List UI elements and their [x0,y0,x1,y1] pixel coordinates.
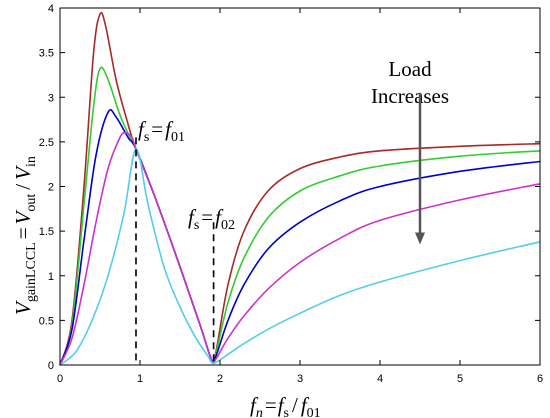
y-tick-label: 1 [48,271,54,283]
annotation-fs-f01: fs=f01 [138,117,185,145]
x-tick-label: 5 [457,373,463,385]
y-tick-label: 3 [48,92,54,104]
arrow-head [415,232,425,245]
x-tick-label: 6 [537,373,543,385]
x-axis-label: fn=fs / f01 [250,393,321,418]
series-line-1 [59,11,541,366]
axis-ticks: 0 1 2 3 4 5 6 0 0.5 1 1.5 2 2.5 3 3.5 4 [39,3,543,385]
series-line-3 [59,109,541,366]
y-tick-label: 0 [48,360,54,372]
x-tick-label: 3 [297,373,303,385]
load-label-line1: Load [388,57,432,81]
series-line-2 [59,66,541,366]
annotation-fs-f02: fs=f02 [188,205,235,233]
reference-lines [135,137,215,365]
series-line-5 [59,148,541,366]
y-tick-label: 3.5 [39,48,54,60]
series-layer [59,11,541,366]
load-arrow [415,92,425,245]
y-axis-label: VgainLCCL=Vout/Vin [11,156,39,315]
plot-area-frame [59,7,541,366]
y-tick-label: 2 [48,182,54,194]
y-tick-label: 1.5 [39,226,54,238]
x-tick-label: 4 [377,373,383,385]
x-tick-label: 0 [57,373,63,385]
series-line-4 [59,131,541,366]
x-tick-label: 1 [137,373,143,385]
x-tick-label: 2 [217,373,223,385]
y-tick-label: 4 [48,3,54,15]
y-tick-label: 0.5 [39,315,54,327]
y-tick-label: 2.5 [39,137,54,149]
load-label-line2: Increases [371,84,449,108]
